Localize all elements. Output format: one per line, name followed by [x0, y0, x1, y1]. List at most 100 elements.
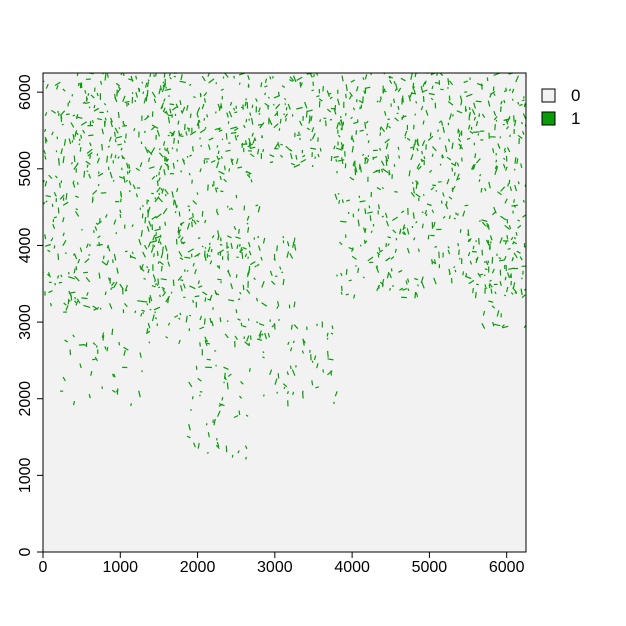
- raster-cell-value-1: [271, 325, 274, 328]
- raster-cell-value-1: [248, 137, 252, 145]
- raster-cell-value-1: [364, 74, 368, 80]
- raster-cell-value-1: [93, 104, 96, 109]
- raster-cell-value-1: [151, 91, 157, 98]
- raster-cell-value-1: [269, 76, 272, 80]
- raster-cell-value-1: [242, 247, 247, 250]
- raster-cell-value-1: [188, 83, 192, 86]
- raster-cell-value-1: [193, 442, 196, 448]
- raster-cell-value-1: [142, 91, 145, 95]
- raster-cell-value-1: [341, 199, 344, 204]
- raster-cell-value-1: [149, 73, 152, 78]
- raster-cell-value-1: [337, 134, 341, 138]
- raster-cell-value-1: [165, 110, 169, 115]
- raster-cell-value-1: [197, 442, 200, 449]
- raster-cell-value-1: [88, 254, 91, 256]
- raster-cell-value-1: [90, 370, 93, 376]
- raster-cell-value-1: [90, 94, 95, 99]
- raster-cell-value-1: [93, 87, 96, 92]
- raster-cell-value-1: [180, 279, 184, 282]
- raster-cell-value-1: [421, 211, 424, 214]
- raster-cell-value-1: [279, 154, 284, 158]
- raster-cell-value-1: [170, 130, 176, 137]
- raster-cell-value-1: [494, 165, 498, 170]
- raster-cell-value-1: [478, 220, 481, 222]
- raster-cell-value-1: [51, 109, 57, 114]
- raster-cell-value-1: [331, 325, 334, 330]
- raster-cell-value-1: [337, 98, 340, 106]
- raster-cell-value-1: [143, 97, 147, 104]
- raster-cell-value-1: [410, 146, 414, 149]
- raster-cell-value-1: [251, 117, 254, 125]
- raster-cell-value-1: [197, 237, 201, 240]
- raster-cell-value-1: [219, 317, 222, 323]
- raster-cell-value-1: [84, 258, 90, 264]
- raster-cell-value-1: [227, 373, 232, 378]
- raster-cells: [42, 72, 527, 460]
- raster-cell-value-1: [123, 175, 126, 183]
- raster-cell-value-1: [437, 181, 442, 183]
- raster-cell-value-1: [233, 107, 236, 111]
- raster-cell-value-1: [253, 277, 256, 281]
- raster-cell-value-1: [147, 268, 150, 274]
- raster-cell-value-1: [370, 230, 373, 234]
- raster-cell-value-1: [414, 277, 419, 281]
- raster-cell-value-1: [87, 152, 93, 157]
- raster-cell-value-1: [500, 100, 503, 105]
- raster-cell-value-1: [481, 221, 487, 227]
- raster-cell-value-1: [93, 107, 100, 112]
- raster-cell-value-1: [453, 172, 456, 176]
- raster-cell-value-1: [504, 241, 507, 245]
- raster-cell-value-1: [123, 140, 126, 144]
- raster-cell-value-1: [50, 237, 54, 242]
- raster-cell-value-1: [106, 346, 109, 352]
- raster-cell-value-1: [406, 247, 410, 254]
- raster-cell-value-1: [351, 145, 354, 153]
- raster-cell-value-1: [269, 270, 273, 277]
- raster-cell-value-1: [503, 99, 506, 104]
- raster-cell-value-1: [59, 182, 61, 188]
- raster-cell-value-1: [394, 191, 398, 193]
- raster-cell-value-1: [500, 106, 502, 112]
- raster-cell-value-1: [507, 247, 511, 250]
- raster-cell-value-1: [216, 155, 220, 161]
- raster-cell-value-1: [124, 100, 130, 104]
- raster-cell-value-1: [279, 118, 282, 124]
- raster-cell-value-1: [160, 265, 163, 272]
- raster-cell-value-1: [368, 205, 371, 209]
- raster-cell-value-1: [394, 117, 399, 122]
- raster-cell-value-1: [433, 277, 437, 285]
- raster-cell-value-1: [124, 284, 128, 292]
- raster-cell-value-1: [420, 276, 424, 284]
- raster-cell-value-1: [214, 292, 220, 296]
- raster-cell-value-1: [193, 95, 196, 99]
- raster-cell-value-1: [216, 145, 219, 148]
- raster-cell-value-1: [113, 373, 116, 378]
- raster-cell-value-1: [408, 170, 411, 177]
- raster-cell-value-1: [114, 139, 117, 143]
- raster-cell-value-1: [386, 271, 390, 279]
- raster-cell-value-1: [359, 200, 366, 203]
- raster-cell-value-1: [95, 222, 99, 226]
- raster-cell-value-1: [86, 292, 89, 296]
- raster-cell-value-1: [387, 243, 390, 247]
- raster-cell-value-1: [152, 244, 154, 247]
- raster-cell-value-1: [285, 107, 288, 111]
- raster-cell-value-1: [111, 281, 115, 287]
- raster-cell-value-1: [147, 210, 149, 218]
- raster-cell-value-1: [186, 104, 189, 111]
- raster-cell-value-1: [132, 184, 136, 190]
- raster-cell-value-1: [114, 131, 116, 137]
- raster-cell-value-1: [58, 159, 60, 166]
- raster-cell-value-1: [73, 268, 76, 274]
- raster-cell-value-1: [169, 108, 172, 114]
- raster-cell-value-1: [511, 204, 518, 207]
- raster-cell-value-1: [196, 220, 200, 223]
- raster-cell-value-1: [98, 241, 101, 247]
- raster-cell-value-1: [110, 153, 113, 159]
- raster-cell-value-1: [206, 114, 209, 118]
- raster-cell-value-1: [74, 300, 77, 304]
- raster-cell-value-1: [467, 229, 470, 237]
- raster-cell-value-1: [481, 113, 486, 119]
- raster-cell-value-1: [51, 131, 54, 136]
- raster-cell-value-1: [177, 120, 180, 125]
